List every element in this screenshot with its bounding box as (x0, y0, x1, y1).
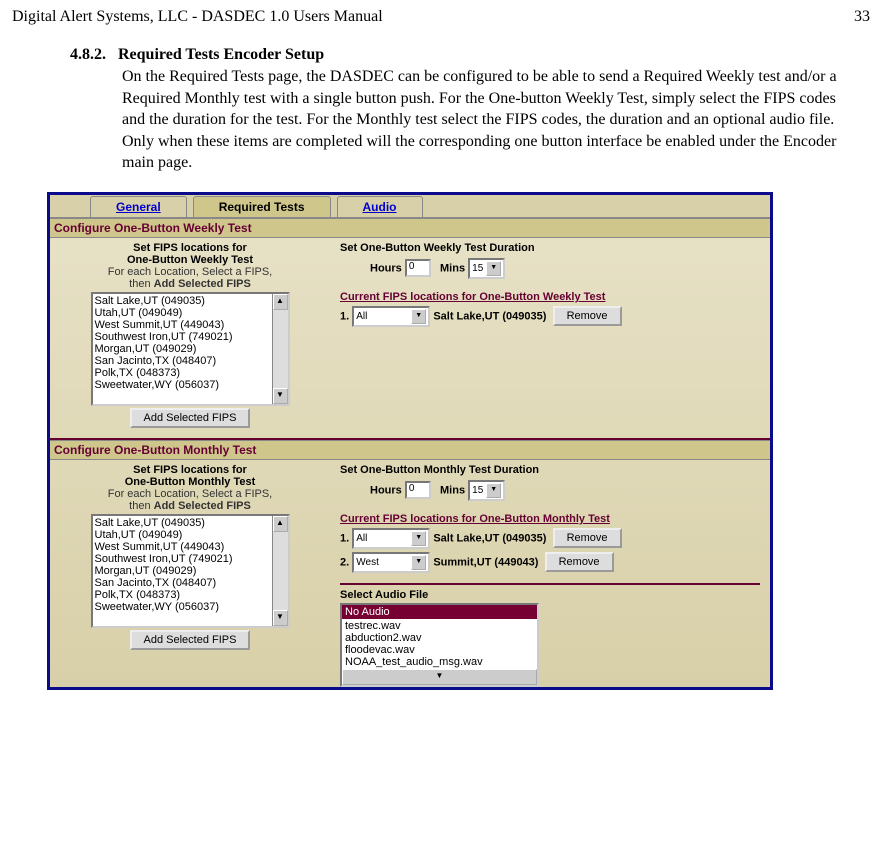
weekly-current-title: Current FIPS locations for One-Button We… (340, 291, 760, 303)
monthly-row1-loc: Salt Lake,UT (049035) (433, 532, 546, 544)
scrollbar[interactable]: ▲ ▼ (272, 516, 288, 626)
list-item[interactable]: Utah,UT (049049) (95, 529, 286, 541)
monthly-fips-listbox[interactable]: Salt Lake,UT (049035)Utah,UT (049049)Wes… (91, 514, 290, 628)
list-item[interactable]: Utah,UT (049049) (95, 307, 286, 319)
weekly-add-fips-button[interactable]: Add Selected FIPS (130, 408, 251, 428)
tab-general[interactable]: General (90, 196, 187, 217)
monthly-current-title: Current FIPS locations for One-Button Mo… (340, 513, 760, 525)
monthly-fips-label-1: Set FIPS locations for (60, 464, 320, 476)
chevron-down-icon[interactable]: ▼ (486, 261, 501, 276)
weekly-fips-label-1: Set FIPS locations for (60, 242, 320, 254)
doc-header: Digital Alert Systems, LLC - DASDEC 1.0 … (12, 8, 870, 26)
weekly-fips-listbox[interactable]: Salt Lake,UT (049035)Utah,UT (049049)Wes… (91, 292, 290, 406)
weekly-duration-title: Set One-Button Weekly Test Duration (340, 242, 760, 254)
chevron-down-icon[interactable]: ▼ (411, 555, 426, 570)
weekly-instr-1: For each Location, Select a FIPS, (60, 266, 320, 278)
chevron-down-icon[interactable]: ▼ (411, 309, 426, 324)
weekly-mins-label: Mins (440, 262, 465, 274)
weekly-hours-label: Hours (370, 262, 402, 274)
weekly-instr-2: then Add Selected FIPS (60, 278, 320, 290)
list-item[interactable]: West Summit,UT (449043) (95, 541, 286, 553)
list-item[interactable]: Sweetwater,WY (056037) (95, 379, 286, 391)
monthly-instr-2: then Add Selected FIPS (60, 500, 320, 512)
list-item[interactable]: Sweetwater,WY (056037) (95, 601, 286, 613)
list-item[interactable]: abduction2.wav (345, 632, 534, 644)
audio-file-listbox[interactable]: No Audio testrec.wavabduction2.wavfloode… (340, 603, 539, 687)
weekly-row1-loc: Salt Lake,UT (049035) (433, 310, 546, 322)
list-item[interactable]: Southwest Iron,UT (749021) (95, 331, 286, 343)
list-item[interactable]: Morgan,UT (049029) (95, 343, 286, 355)
list-item[interactable]: San Jacinto,TX (048407) (95, 355, 286, 367)
tab-required-tests[interactable]: Required Tests (193, 196, 331, 217)
section-heading: 4.8.2. Required Tests Encoder Setup (70, 46, 870, 64)
chevron-down-icon[interactable]: ▼ (411, 531, 426, 546)
page-number: 33 (854, 8, 870, 26)
list-item[interactable]: Polk,TX (048373) (95, 589, 286, 601)
tab-audio[interactable]: Audio (337, 196, 423, 217)
weekly-row1-select[interactable]: All ▼ (352, 306, 430, 327)
row-number: 1. (340, 310, 349, 322)
weekly-hours-input[interactable]: 0 (405, 259, 431, 277)
monthly-row1-remove-button[interactable]: Remove (553, 528, 622, 548)
list-item[interactable]: San Jacinto,TX (048407) (95, 577, 286, 589)
monthly-mins-select[interactable]: 15 ▼ (468, 480, 505, 501)
weekly-mins-select[interactable]: 15 ▼ (468, 258, 505, 279)
divider (340, 583, 760, 585)
monthly-row1-select[interactable]: All ▼ (352, 528, 430, 549)
list-item[interactable]: Southwest Iron,UT (749021) (95, 553, 286, 565)
monthly-hours-label: Hours (370, 484, 402, 496)
config-screenshot: General Required Tests Audio Configure O… (47, 192, 773, 690)
scrollbar[interactable]: ▲ ▼ (272, 294, 288, 404)
list-item[interactable]: Morgan,UT (049029) (95, 565, 286, 577)
monthly-add-fips-button[interactable]: Add Selected FIPS (130, 630, 251, 650)
list-item[interactable]: Salt Lake,UT (049035) (95, 295, 286, 307)
list-item[interactable]: Salt Lake,UT (049035) (95, 517, 286, 529)
scroll-up-icon[interactable]: ▲ (273, 294, 288, 310)
body-paragraph: On the Required Tests page, the DASDEC c… (122, 66, 860, 174)
row-number: 1. (340, 532, 349, 544)
tab-bar: General Required Tests Audio (50, 195, 770, 218)
weekly-row1-remove-button[interactable]: Remove (553, 306, 622, 326)
list-item[interactable]: testrec.wav (345, 620, 534, 632)
chevron-down-icon[interactable]: ▼ (486, 483, 501, 498)
monthly-row2-select[interactable]: West ▼ (352, 552, 430, 573)
scroll-down-icon[interactable]: ▼ (273, 388, 288, 404)
monthly-duration-title: Set One-Button Monthly Test Duration (340, 464, 760, 476)
list-item[interactable]: Polk,TX (048373) (95, 367, 286, 379)
monthly-hours-input[interactable]: 0 (405, 481, 431, 499)
monthly-instr-1: For each Location, Select a FIPS, (60, 488, 320, 500)
weekly-fips-label-2: One-Button Weekly Test (60, 254, 320, 266)
doc-title: Digital Alert Systems, LLC - DASDEC 1.0 … (12, 8, 383, 26)
monthly-mins-label: Mins (440, 484, 465, 496)
list-item[interactable]: floodevac.wav (345, 644, 534, 656)
list-item[interactable]: West Summit,UT (449043) (95, 319, 286, 331)
monthly-fips-label-2: One-Button Monthly Test (60, 476, 320, 488)
monthly-section-bar: Configure One-Button Monthly Test (50, 440, 770, 460)
audio-file-title: Select Audio File (340, 589, 760, 601)
monthly-row2-loc: Summit,UT (449043) (433, 556, 538, 568)
row-number: 2. (340, 556, 349, 568)
scroll-down-icon[interactable]: ▼ (273, 610, 288, 626)
scroll-up-icon[interactable]: ▲ (273, 516, 288, 532)
scroll-down-icon[interactable]: ▼ (342, 669, 537, 685)
monthly-row2-remove-button[interactable]: Remove (545, 552, 614, 572)
scrollbar[interactable]: ▲ ▼ (342, 669, 537, 685)
list-item[interactable]: NOAA_test_audio_msg.wav (345, 656, 534, 668)
weekly-section-bar: Configure One-Button Weekly Test (50, 218, 770, 238)
audio-selected-item[interactable]: No Audio (342, 605, 537, 619)
